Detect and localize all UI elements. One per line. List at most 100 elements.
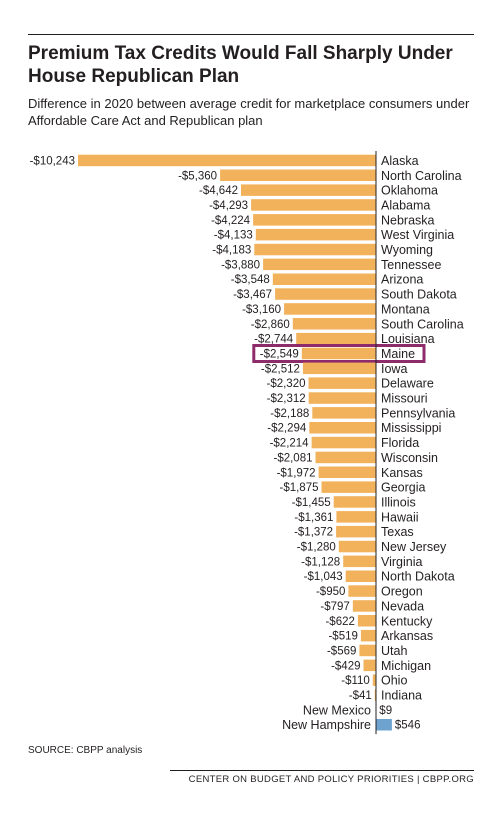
value-label-utah: -$569	[327, 646, 356, 658]
bar-south-carolina	[292, 318, 376, 330]
bar-hawaii	[336, 511, 376, 523]
bar-chart: -$10,243 Alaska -$5,360 North Carolina -$4,6…	[30, 151, 464, 735]
category-label-nebraska: Nebraska	[381, 213, 435, 227]
category-label-new-jersey: New Jersey	[381, 540, 447, 554]
value-label-florida: -$2,214	[270, 438, 310, 450]
value-label-maine: -$2,549	[260, 349, 299, 361]
bar-illinois	[333, 496, 376, 508]
value-label-montana: -$3,160	[242, 304, 281, 316]
value-label-michigan: -$429	[331, 660, 360, 672]
value-label-arizona: -$3,548	[231, 274, 270, 286]
value-label-georgia: -$1,875	[279, 482, 318, 494]
bar-missouri	[308, 392, 376, 404]
value-label-delaware: -$2,320	[266, 378, 305, 390]
highlight-box-maine	[252, 344, 426, 363]
category-label-kentucky: Kentucky	[381, 614, 433, 628]
bar-texas	[336, 525, 376, 538]
bar-south-dakota	[275, 288, 376, 300]
category-label-illinois: Illinois	[381, 496, 416, 510]
value-label-kansas: -$1,972	[277, 467, 316, 479]
value-label-missouri: -$2,312	[267, 393, 306, 405]
bar-nebraska	[253, 214, 376, 226]
value-label-south-dakota: -$3,467	[233, 289, 272, 301]
value-label-nevada: -$797	[320, 601, 349, 613]
category-label-tennessee: Tennessee	[381, 258, 442, 272]
bar-north-dakota	[345, 570, 376, 582]
bar-arizona	[272, 273, 376, 285]
bar-virginia	[343, 555, 376, 568]
category-label-indiana: Indiana	[381, 689, 422, 703]
value-label-mississippi: -$2,294	[267, 423, 307, 435]
bar-alaska	[78, 154, 376, 167]
category-label-georgia: Georgia	[381, 481, 426, 495]
value-label-pennsylvania: -$2,188	[270, 408, 309, 420]
category-label-kansas: Kansas	[381, 466, 423, 480]
value-label-north-dakota: -$1,043	[304, 571, 343, 583]
value-label-new-hampshire: $546	[395, 720, 421, 732]
bar-oregon	[348, 585, 376, 597]
value-label-alabama: -$4,293	[209, 200, 248, 212]
category-label-alaska: Alaska	[381, 154, 419, 168]
category-label-new-mexico: New Mexico	[303, 703, 371, 717]
value-label-tennessee: -$3,880	[221, 259, 260, 271]
bar-delaware	[308, 377, 376, 389]
bar-alabama	[251, 199, 376, 211]
chart-title: Premium Tax Credits Would Fall Sharply U…	[28, 43, 453, 87]
bar-georgia	[321, 481, 376, 493]
bar-wisconsin	[315, 451, 376, 464]
value-label-arkansas: -$519	[328, 631, 357, 643]
category-label-new-hampshire: New Hampshire	[282, 718, 371, 732]
value-label-indiana: -$41	[349, 690, 372, 702]
category-label-utah: Utah	[381, 644, 407, 658]
bar-ohio	[372, 674, 376, 686]
value-label-new-jersey: -$1,280	[297, 542, 336, 554]
category-label-louisiana: Louisiana	[381, 332, 435, 346]
bar-pennsylvania	[312, 407, 376, 419]
category-label-arkansas: Arkansas	[381, 629, 433, 643]
bar-mississippi	[309, 422, 376, 434]
value-label-ohio: -$110	[341, 675, 370, 687]
bar-wyoming	[254, 243, 376, 256]
value-label-wisconsin: -$2,081	[273, 452, 312, 464]
bar-arkansas	[360, 629, 376, 642]
bar-maine	[301, 347, 376, 360]
category-label-iowa: Iowa	[381, 362, 407, 376]
bar-tennessee	[263, 258, 376, 271]
footer-credit: CENTER ON BUDGET AND POLICY PRIORITIES |…	[188, 774, 474, 785]
bar-oklahoma	[241, 184, 376, 196]
value-label-virginia: -$1,128	[301, 556, 340, 568]
category-label-hawaii: Hawaii	[381, 510, 419, 524]
top-rule	[28, 34, 474, 35]
value-label-alaska: -$10,243	[30, 155, 75, 167]
category-label-north-carolina: North Carolina	[381, 169, 462, 183]
value-label-illinois: -$1,455	[292, 497, 331, 509]
category-label-maine: Maine	[381, 347, 415, 361]
category-label-michigan: Michigan	[381, 659, 431, 673]
category-label-wyoming: Wyoming	[381, 243, 433, 257]
category-label-delaware: Delaware	[381, 377, 434, 391]
category-label-ohio: Ohio	[381, 674, 407, 688]
category-label-virginia: Virginia	[381, 555, 423, 569]
bar-florida	[311, 436, 376, 449]
bar-montana	[284, 303, 376, 315]
value-label-north-carolina: -$5,360	[178, 170, 217, 182]
bar-louisiana	[296, 332, 376, 345]
value-label-nebraska: -$4,224	[211, 215, 251, 227]
value-label-west-virginia: -$4,133	[214, 230, 253, 242]
bottom-rule	[170, 770, 474, 771]
category-label-arizona: Arizona	[381, 273, 423, 287]
bar-indiana	[374, 689, 376, 701]
bar-nevada	[352, 600, 376, 612]
category-label-west-virginia: West Virginia	[381, 228, 454, 242]
category-label-alabama: Alabama	[381, 199, 430, 213]
bar-west-virginia	[255, 228, 376, 241]
bar-new-jersey	[338, 540, 376, 553]
category-label-montana: Montana	[381, 302, 430, 316]
bar-michigan	[363, 659, 376, 672]
bar-utah	[359, 644, 376, 657]
category-label-pennsylvania: Pennsylvania	[381, 406, 455, 420]
category-label-florida: Florida	[381, 436, 419, 450]
category-label-oklahoma: Oklahoma	[381, 184, 438, 198]
bar-north-carolina	[220, 169, 376, 181]
bar-kansas	[318, 466, 376, 478]
